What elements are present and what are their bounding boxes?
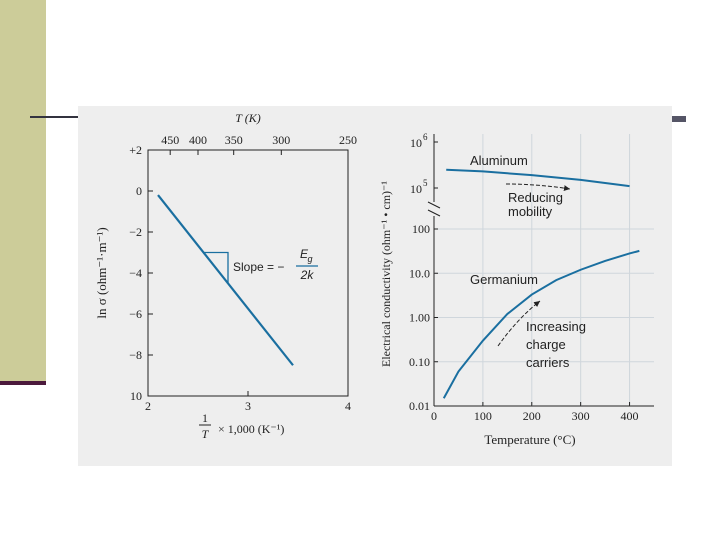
right-x-tick-label: 100: [474, 409, 492, 423]
increasing-carriers-text: carriers: [526, 355, 570, 370]
aluminum-curve: [446, 168, 630, 188]
slope-numerator: E: [300, 247, 309, 261]
reducing-mobility-text: mobility: [508, 204, 553, 219]
slope-triangle: [203, 251, 229, 284]
left-x-tick-label: 2: [145, 399, 151, 413]
left-x-tick-label: 3: [245, 399, 251, 413]
top-tick-label: 250: [339, 133, 357, 147]
ln-sigma-line: [157, 194, 294, 366]
right-y-tick-exponent: 5: [423, 178, 428, 188]
top-tick-label: 450: [161, 133, 179, 147]
right-x-axis-label: Temperature (°C): [484, 432, 575, 447]
left-y-tick-label: +2: [129, 143, 142, 157]
increasing-carriers-text: charge: [526, 337, 566, 352]
slope-denominator: 2k: [300, 268, 315, 282]
title-rule-left: [30, 116, 80, 118]
germanium-curve: [442, 249, 640, 399]
left-x-label-denominator: T: [202, 427, 210, 441]
left-y-tick-label: −2: [129, 225, 142, 239]
right-x-tick-label: 400: [621, 409, 639, 423]
increasing-carriers-arrow: [497, 300, 541, 347]
right-y-tick-label: 100: [412, 222, 430, 236]
left-x-label-suffix: × 1,000 (K⁻¹): [218, 422, 284, 436]
right-x-tick-label: 0: [431, 409, 437, 423]
conductivity-figure: T (K) 450 400 350 300 250 +2 0 −2 −4 −6 −8 10 ln σ (o…: [78, 106, 672, 466]
left-y-tick-label: 0: [136, 184, 142, 198]
top-tick-label: 400: [189, 133, 207, 147]
top-tick-label: 300: [272, 133, 290, 147]
slope-numerator-subscript: g: [307, 254, 312, 264]
right-y-axis-label: Electrical conductivity (ohm⁻¹ • cm)⁻¹: [379, 181, 393, 367]
aluminum-label: Aluminum: [470, 153, 528, 168]
right-y-tick-base: 10: [410, 182, 422, 196]
left-y-tick-label: −6: [129, 307, 142, 321]
slope-label: Slope = −: [233, 260, 284, 274]
germanium-label: Germanium: [470, 272, 538, 287]
left-x-tick-label: 4: [345, 399, 351, 413]
right-x-tick-label: 200: [523, 409, 541, 423]
right-y-tick-label: 0.01: [409, 399, 430, 413]
reducing-mobility-text: Reducing: [508, 190, 563, 205]
right-x-tick-label: 300: [572, 409, 590, 423]
right-y-tick-label: 1.00: [409, 311, 430, 325]
right-y-tick-exponent: 6: [423, 132, 428, 142]
axis-break-mark: [427, 201, 441, 217]
reducing-mobility-arrow: [505, 183, 571, 192]
title-rule-right: [660, 116, 686, 122]
left-y-tick-label: 10: [130, 389, 142, 403]
left-x-label-numerator: 1: [202, 411, 208, 425]
left-y-axis-label: ln σ (ohm⁻¹·m⁻¹): [94, 227, 109, 318]
left-y-tick-label: −4: [129, 266, 142, 280]
slide-sidebar-bar: [0, 0, 46, 383]
left-y-tick-label: −8: [129, 348, 142, 362]
left-top-axis-label: T (K): [235, 111, 260, 125]
right-y-tick-base: 10: [410, 136, 422, 150]
sidebar-accent-line: [0, 381, 46, 385]
increasing-carriers-text: Increasing: [526, 319, 586, 334]
right-y-tick-label: 0.10: [409, 355, 430, 369]
right-y-tick-label: 10.0: [409, 266, 430, 280]
top-tick-label: 350: [225, 133, 243, 147]
